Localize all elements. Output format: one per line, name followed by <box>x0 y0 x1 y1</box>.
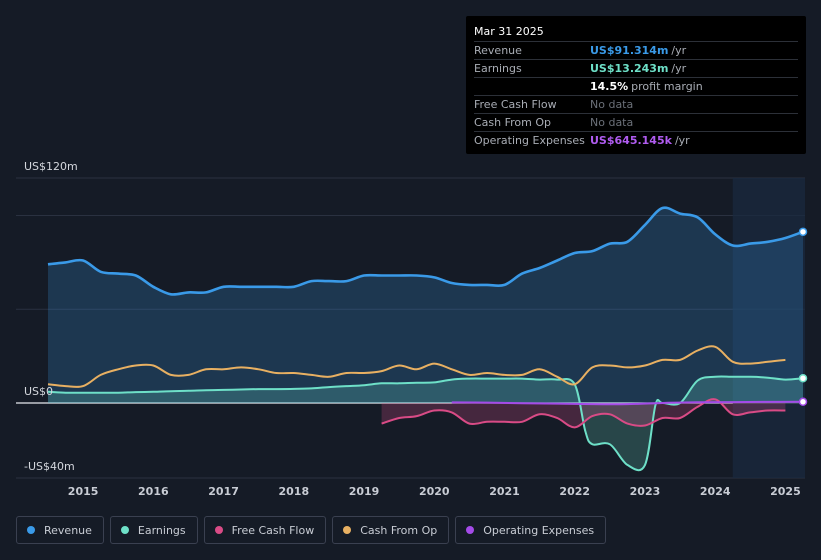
data-tooltip: Mar 31 2025 Revenue US$91.314m/yr Earnings… <box>466 16 806 154</box>
legend-dot-icon <box>343 526 352 534</box>
x-tick-label: 2020 <box>419 485 450 498</box>
x-tick-label: 2021 <box>489 485 520 498</box>
series-lines <box>47 206 804 472</box>
operating-expenses-line <box>451 400 804 406</box>
y-tick-label: US$120m <box>24 160 78 173</box>
tooltip-row-value: US$13.243m <box>590 62 669 75</box>
legend-item-cash-from-op[interactable]: Cash From Op <box>332 516 450 544</box>
tooltip-row-label <box>474 78 590 95</box>
operating-expenses-end-marker <box>798 397 808 407</box>
tooltip-row-value: 14.5% <box>590 80 629 93</box>
x-tick-label: 2023 <box>630 485 661 498</box>
y-tick-label: US$0 <box>24 385 53 398</box>
legend-item-revenue[interactable]: Revenue <box>16 516 104 544</box>
cash-from-op-line <box>47 345 786 389</box>
legend-dot-icon <box>27 526 35 534</box>
x-tick-label: 2016 <box>138 485 169 498</box>
legend-item-free-cash-flow[interactable]: Free Cash Flow <box>203 516 327 544</box>
tooltip-row: Cash From Op No data <box>474 113 798 131</box>
x-tick-label: 2019 <box>349 485 380 498</box>
legend-dot-icon <box>214 526 223 534</box>
legend-label: Free Cash Flow <box>231 523 315 537</box>
tooltip-row-value: US$645.145k <box>590 134 672 147</box>
revenue-line <box>47 206 804 296</box>
legend-label: Revenue <box>44 523 92 537</box>
tooltip-row-label: Free Cash Flow <box>474 98 557 111</box>
tooltip-row: 14.5% profit margin <box>474 77 798 95</box>
earnings-line <box>47 375 804 472</box>
x-tick-label: 2024 <box>700 485 731 498</box>
free-cash-flow-line <box>381 398 786 429</box>
tooltip-row-label: Cash From Op <box>474 116 552 129</box>
tooltip-row-unit: /yr <box>671 44 687 57</box>
free-cash-flow-area <box>381 399 786 428</box>
legend-item-operating-expenses[interactable]: Operating Expenses <box>455 516 607 544</box>
tooltip-row: Operating Expenses US$645.145k/yr <box>474 131 798 149</box>
tooltip-row: Revenue US$91.314m/yr <box>474 41 798 59</box>
series-areas <box>48 207 803 471</box>
legend-dot-icon <box>466 526 475 534</box>
legend-item-earnings[interactable]: Earnings <box>109 516 198 544</box>
x-axis-labels: 2015 2016 2017 2018 2019 2020 2021 2022 2023 2024… <box>68 485 801 498</box>
chart-legend: Revenue Earnings Free Cash Flow Cash From O… <box>16 516 607 546</box>
tooltip-row-unit: /yr <box>674 134 690 147</box>
x-tick-label: 2015 <box>68 485 99 498</box>
tooltip-row-label: Earnings <box>474 62 522 75</box>
tooltip-row-unit: /yr <box>671 62 687 75</box>
x-tick-label: 2022 <box>559 485 590 498</box>
y-axis-labels: US$120m US$0 -US$40m <box>24 160 78 473</box>
tooltip-row-unit: profit margin <box>631 80 703 93</box>
tooltip-row: Earnings US$13.243m/yr <box>474 59 798 77</box>
legend-label: Operating Expenses <box>483 523 595 537</box>
legend-label: Earnings <box>137 523 186 537</box>
tooltip-row-label: Operating Expenses <box>474 134 585 147</box>
revenue-area <box>48 207 803 403</box>
revenue-end-marker <box>798 227 808 237</box>
tooltip-row-value: No data <box>590 98 634 111</box>
tooltip-row-value: US$91.314m <box>590 44 669 57</box>
y-tick-label: -US$40m <box>24 460 75 473</box>
x-tick-label: 2025 <box>770 485 801 498</box>
x-tick-label: 2017 <box>208 485 239 498</box>
tooltip-row-label: Revenue <box>474 44 522 57</box>
legend-label: Cash From Op <box>360 523 438 537</box>
earnings-area <box>48 376 803 471</box>
tooltip-date: Mar 31 2025 <box>474 25 544 38</box>
x-tick-label: 2018 <box>279 485 310 498</box>
tooltip-row-value: No data <box>590 116 634 129</box>
earnings-end-marker <box>798 374 808 383</box>
legend-dot-icon <box>120 526 129 534</box>
forecast-highlight-band <box>732 178 805 478</box>
tooltip-rows: Revenue US$91.314m/yr Earnings US$13.243m/y… <box>474 41 798 149</box>
tooltip-row: Free Cash Flow No data <box>474 95 798 113</box>
series-end-markers <box>798 227 808 407</box>
